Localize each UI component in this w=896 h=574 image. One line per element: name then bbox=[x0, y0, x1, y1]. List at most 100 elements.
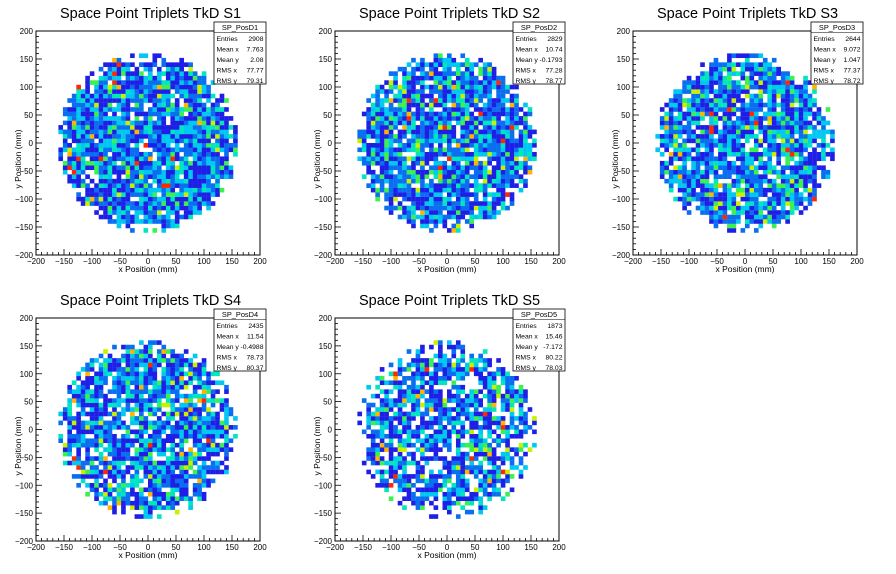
heatmap-cell bbox=[134, 214, 140, 220]
heatmap-cell bbox=[682, 205, 687, 211]
heatmap-cell bbox=[76, 420, 81, 426]
heatmap-cell bbox=[183, 116, 189, 121]
heatmap-cell bbox=[722, 187, 728, 193]
heatmap-cell bbox=[165, 505, 171, 510]
heatmap-cell bbox=[161, 349, 167, 354]
heatmap-cell bbox=[487, 93, 492, 99]
heatmap-cell bbox=[460, 169, 466, 175]
heatmap-cell bbox=[80, 474, 86, 479]
heatmap-cell bbox=[379, 125, 385, 130]
heatmap-cell bbox=[370, 107, 376, 112]
heatmap-cell bbox=[695, 111, 701, 117]
heatmap-cell bbox=[170, 219, 176, 224]
heatmap-cell bbox=[731, 129, 737, 135]
heatmap-cell bbox=[179, 478, 184, 484]
heatmap-cell bbox=[496, 143, 501, 148]
heatmap-cell bbox=[673, 98, 678, 103]
heatmap-cell bbox=[709, 187, 714, 193]
heatmap-cell bbox=[192, 84, 198, 90]
heatmap-cell bbox=[71, 460, 77, 466]
heatmap-cell bbox=[224, 98, 229, 103]
heatmap-cell bbox=[803, 178, 808, 184]
heatmap-cell bbox=[740, 165, 746, 171]
heatmap-cell bbox=[469, 210, 475, 215]
heatmap-cell bbox=[134, 107, 140, 112]
heatmap-cell bbox=[500, 196, 506, 202]
heatmap-cell bbox=[112, 456, 117, 461]
heatmap-cell bbox=[174, 223, 180, 229]
heatmap-cell bbox=[469, 134, 475, 139]
heatmap-cell bbox=[727, 160, 732, 166]
heatmap-cell bbox=[745, 80, 750, 85]
heatmap-cell bbox=[509, 111, 515, 117]
heatmap-cell bbox=[125, 451, 131, 457]
heatmap-cell bbox=[183, 380, 189, 386]
heatmap-cell bbox=[821, 147, 826, 153]
heatmap-cell bbox=[429, 384, 434, 390]
heatmap-cell bbox=[482, 214, 488, 220]
heatmap-cell bbox=[116, 223, 122, 229]
heatmap-cell bbox=[388, 447, 394, 452]
heatmap-cell bbox=[491, 111, 497, 117]
heatmap-cell bbox=[722, 174, 728, 179]
heatmap-cell bbox=[460, 62, 466, 67]
heatmap-cell bbox=[152, 120, 158, 126]
heatmap-cell bbox=[201, 151, 207, 157]
heatmap-cell bbox=[139, 514, 144, 519]
heatmap-cell bbox=[94, 201, 99, 206]
heatmap-cell bbox=[709, 129, 714, 135]
heatmap-cell bbox=[143, 228, 149, 233]
heatmap-cell bbox=[455, 66, 461, 72]
heatmap-cell bbox=[161, 402, 167, 408]
heatmap-cell bbox=[89, 187, 95, 193]
heatmap-cell bbox=[464, 156, 470, 162]
heatmap-cell bbox=[197, 469, 202, 475]
heatmap-cell bbox=[112, 402, 117, 408]
heatmap-cell bbox=[722, 219, 728, 224]
axis-ticks bbox=[334, 30, 560, 256]
heatmap-cell bbox=[156, 75, 162, 81]
heatmap-cell bbox=[192, 429, 198, 435]
heatmap-cell bbox=[527, 165, 533, 171]
heatmap-cell bbox=[165, 134, 171, 139]
heatmap-cell bbox=[709, 205, 714, 211]
heatmap-cell bbox=[482, 125, 488, 130]
heatmap-cell bbox=[143, 66, 149, 72]
heatmap-cell bbox=[183, 465, 189, 470]
heatmap-cell bbox=[821, 151, 826, 157]
heatmap-cell bbox=[112, 116, 117, 121]
heatmap-cell bbox=[85, 165, 90, 171]
heatmap-cell bbox=[411, 214, 416, 220]
heatmap-cell bbox=[183, 429, 189, 435]
heatmap-cell bbox=[116, 496, 122, 502]
heatmap-cell bbox=[121, 111, 126, 117]
heatmap-cell bbox=[139, 442, 144, 448]
heatmap-cell bbox=[183, 398, 189, 403]
heatmap-cell bbox=[201, 469, 207, 475]
heatmap-cell bbox=[420, 178, 425, 184]
heatmap-cell bbox=[125, 402, 131, 408]
heatmap-cell bbox=[420, 438, 425, 444]
heatmap-cell bbox=[664, 116, 669, 121]
heatmap-cell bbox=[174, 371, 180, 377]
heatmap-cell bbox=[85, 384, 90, 390]
heatmap-cell bbox=[780, 143, 786, 148]
heatmap-cell bbox=[700, 183, 705, 188]
heatmap-cell bbox=[402, 478, 407, 484]
heatmap-cell bbox=[731, 98, 737, 103]
heatmap-cell bbox=[156, 358, 162, 363]
heatmap-cell bbox=[722, 169, 728, 175]
heatmap-cell bbox=[134, 483, 140, 488]
heatmap-cell bbox=[89, 429, 95, 435]
heatmap-cell bbox=[677, 93, 683, 99]
heatmap-cell bbox=[107, 62, 113, 67]
heatmap-cell bbox=[130, 178, 135, 184]
heatmap-cell bbox=[496, 192, 501, 197]
heatmap-cell bbox=[183, 120, 189, 126]
heatmap-cell bbox=[192, 371, 198, 377]
heatmap-cell bbox=[197, 80, 202, 85]
heatmap-cell bbox=[139, 111, 144, 117]
heatmap-cell bbox=[357, 411, 363, 417]
heatmap-cell bbox=[379, 138, 385, 144]
heatmap-cell bbox=[139, 500, 144, 506]
